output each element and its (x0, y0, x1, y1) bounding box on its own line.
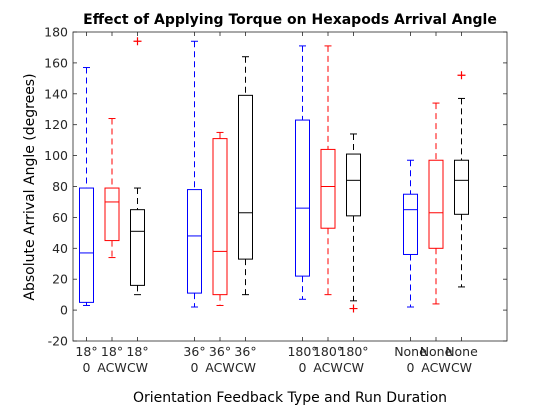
box (130, 209, 145, 286)
box (403, 193, 418, 255)
box (238, 94, 253, 260)
x-category-label-line2: ACW (205, 360, 234, 375)
x-category-label-line1: 180° (338, 344, 368, 359)
x-category-label-line2: CW (127, 360, 148, 375)
x-axis-label: Orientation Feedback Type and Run Durati… (133, 390, 447, 406)
box (428, 159, 444, 249)
outlier-marker (457, 71, 466, 80)
box (320, 148, 336, 229)
box (212, 138, 228, 296)
box (454, 159, 469, 215)
x-category-label-line2: 0 (407, 360, 415, 375)
x-category-label-line2: CW (235, 360, 256, 375)
box (187, 189, 202, 294)
y-tick-label: 180 (44, 25, 68, 40)
x-category-label-line1: 180° (313, 344, 343, 359)
outlier-marker (349, 304, 358, 313)
outlier-marker (133, 37, 142, 46)
box (104, 187, 120, 242)
chart-title: Effect of Applying Torque on Hexapods Ar… (83, 12, 497, 28)
box (346, 153, 361, 217)
x-category-label-line2: CW (343, 360, 364, 375)
y-tick-label: 100 (44, 148, 68, 163)
x-category-label-line1: 36° (183, 344, 205, 359)
x-category-label-line2: CW (451, 360, 472, 375)
y-tick-label: 80 (52, 179, 68, 194)
y-tick-label: -20 (48, 334, 68, 349)
y-tick-label: 20 (52, 272, 68, 287)
y-tick-label: 120 (44, 117, 68, 132)
x-category-label-line1: 18° (101, 344, 123, 359)
x-category-label-line1: None (394, 344, 427, 359)
box (295, 119, 310, 277)
x-category-label-line1: 18° (75, 344, 97, 359)
y-tick-label: 40 (52, 241, 68, 256)
y-tick-label: 0 (60, 303, 68, 318)
x-category-label-line1: 18° (126, 344, 148, 359)
y-axis-label: Absolute Arrival Angle (degrees) (22, 73, 38, 300)
plot-area: -2002040608010012014016018018°018°ACW18°… (44, 25, 508, 375)
box (79, 187, 94, 303)
y-tick-label: 140 (44, 86, 68, 101)
x-category-label-line1: 180° (287, 344, 317, 359)
x-category-label-line1: None (445, 344, 478, 359)
y-tick-label: 60 (52, 210, 68, 225)
x-category-label-line1: 36° (234, 344, 256, 359)
x-category-label-line2: ACW (97, 360, 126, 375)
x-category-label-line1: None (420, 344, 453, 359)
x-category-label-line2: ACW (421, 360, 450, 375)
x-category-label-line2: ACW (313, 360, 342, 375)
y-tick-label: 160 (44, 55, 68, 70)
x-category-label-line2: 0 (83, 360, 91, 375)
x-category-label-line2: 0 (191, 360, 199, 375)
x-category-label-line1: 36° (209, 344, 231, 359)
x-category-label-line2: 0 (299, 360, 307, 375)
